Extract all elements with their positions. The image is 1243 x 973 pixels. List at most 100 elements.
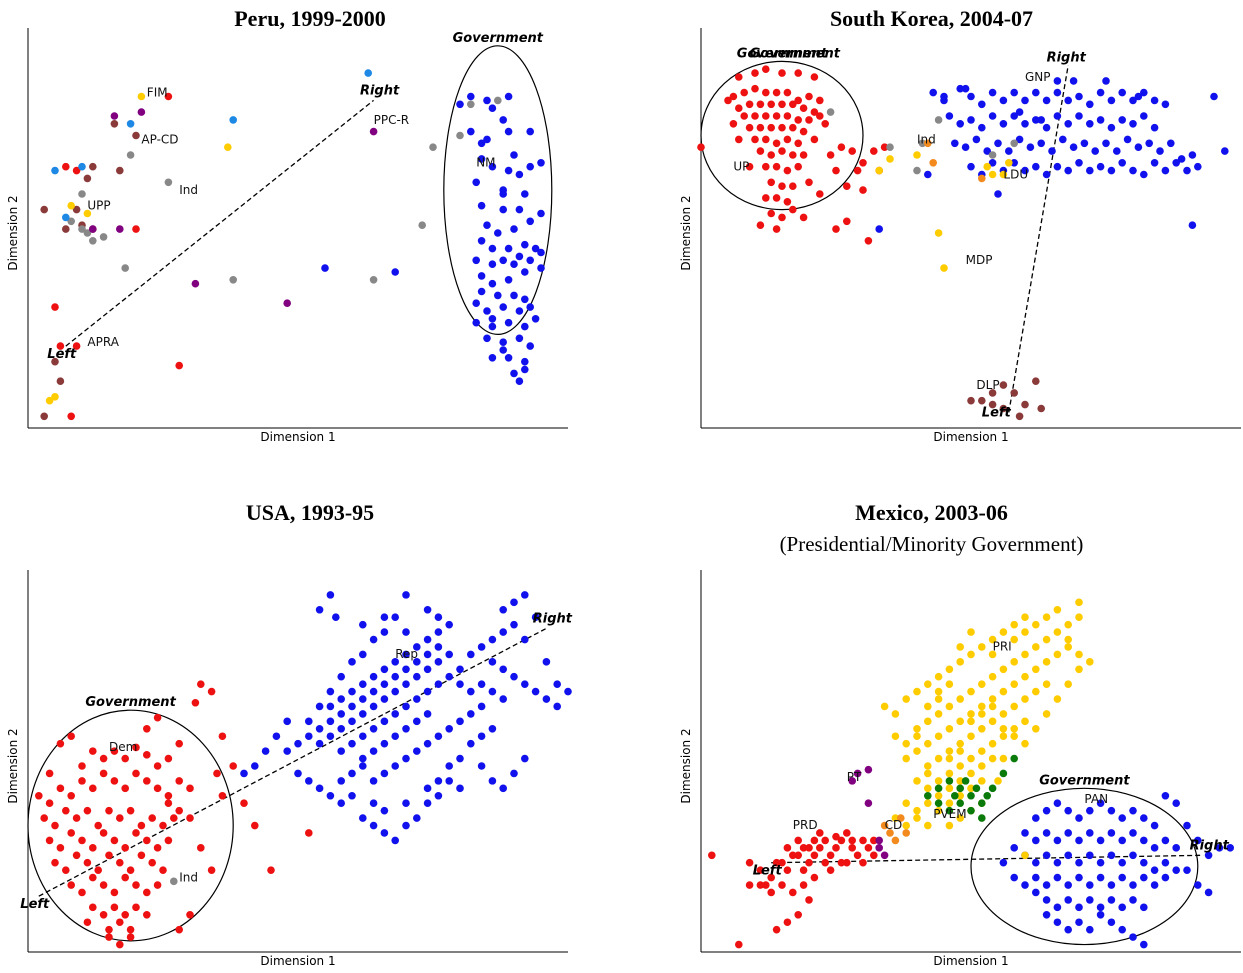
data-point bbox=[751, 84, 759, 93]
data-point bbox=[116, 225, 124, 233]
data-point bbox=[735, 940, 743, 949]
data-point bbox=[337, 747, 346, 755]
data-point bbox=[924, 769, 932, 778]
data-point bbox=[391, 710, 400, 718]
data-point bbox=[402, 821, 410, 830]
data-point bbox=[789, 205, 797, 214]
data-point bbox=[945, 680, 954, 688]
data-point bbox=[988, 151, 997, 159]
data-point bbox=[423, 687, 432, 696]
data-point bbox=[105, 806, 113, 815]
data-point bbox=[521, 680, 529, 688]
data-point bbox=[337, 695, 346, 703]
y-axis-label: Dimension 2 bbox=[6, 728, 20, 803]
data-point bbox=[531, 244, 540, 253]
data-point bbox=[810, 873, 819, 882]
data-point bbox=[913, 166, 921, 175]
data-point bbox=[951, 139, 959, 148]
data-point bbox=[826, 866, 835, 874]
data-point bbox=[875, 836, 883, 845]
data-point bbox=[934, 799, 943, 807]
data-point bbox=[164, 754, 173, 763]
data-point bbox=[1021, 650, 1029, 659]
data-point bbox=[83, 918, 92, 927]
data-point bbox=[805, 858, 813, 867]
data-point bbox=[153, 762, 162, 770]
data-point bbox=[521, 591, 529, 599]
data-point bbox=[359, 814, 367, 822]
data-point bbox=[483, 307, 491, 315]
data-point bbox=[999, 687, 1008, 696]
data-point bbox=[472, 318, 481, 327]
data-point bbox=[799, 104, 808, 112]
data-point bbox=[880, 851, 889, 860]
panel-title: USA, 1993-95 bbox=[245, 500, 375, 525]
data-point bbox=[762, 194, 770, 202]
data-point bbox=[929, 88, 937, 97]
data-point bbox=[1140, 170, 1148, 179]
data-point bbox=[875, 225, 883, 233]
party-label: PT bbox=[847, 770, 862, 784]
data-point bbox=[789, 182, 797, 190]
data-point bbox=[1107, 806, 1116, 815]
data-point bbox=[477, 643, 486, 651]
data-point bbox=[504, 244, 513, 253]
data-point bbox=[348, 687, 356, 696]
data-point bbox=[148, 858, 156, 867]
data-point bbox=[56, 784, 65, 793]
data-point bbox=[477, 237, 486, 245]
data-point bbox=[380, 665, 389, 674]
data-point bbox=[956, 747, 964, 755]
data-point bbox=[456, 100, 464, 109]
data-point bbox=[810, 851, 819, 860]
party-label: APRA bbox=[87, 335, 119, 349]
data-point bbox=[62, 213, 70, 222]
data-point bbox=[434, 791, 443, 800]
left-end-label: Left bbox=[753, 864, 783, 879]
data-point bbox=[983, 147, 991, 155]
data-point bbox=[1042, 881, 1051, 889]
data-point bbox=[816, 96, 824, 105]
data-point bbox=[391, 268, 400, 276]
data-point bbox=[515, 252, 524, 261]
data-point bbox=[956, 84, 964, 93]
data-point bbox=[945, 702, 954, 711]
data-point bbox=[229, 762, 237, 770]
data-point bbox=[499, 190, 508, 198]
data-point bbox=[988, 717, 997, 726]
data-point bbox=[1129, 166, 1137, 175]
data-point bbox=[488, 104, 497, 112]
data-point bbox=[1221, 147, 1229, 155]
data-point bbox=[515, 307, 524, 315]
data-point bbox=[1129, 933, 1137, 941]
data-point bbox=[810, 135, 819, 144]
data-point bbox=[1161, 791, 1170, 800]
data-point bbox=[1015, 108, 1024, 116]
data-point bbox=[961, 84, 970, 93]
data-point bbox=[526, 162, 534, 171]
data-point bbox=[1096, 903, 1105, 912]
data-point bbox=[143, 777, 151, 785]
data-point bbox=[488, 635, 497, 644]
data-point bbox=[191, 279, 200, 288]
data-point bbox=[369, 276, 378, 284]
data-point bbox=[504, 276, 513, 284]
data-point bbox=[1194, 881, 1202, 889]
data-point bbox=[402, 650, 410, 659]
data-point bbox=[510, 598, 518, 607]
data-point bbox=[423, 635, 432, 644]
data-point bbox=[1032, 814, 1040, 822]
data-point bbox=[1188, 151, 1197, 159]
data-point bbox=[229, 116, 237, 124]
data-point bbox=[978, 710, 986, 718]
data-point bbox=[153, 881, 162, 889]
data-point bbox=[1021, 739, 1029, 748]
data-point bbox=[488, 162, 497, 171]
data-point bbox=[934, 806, 943, 815]
data-point bbox=[978, 777, 986, 785]
data-point bbox=[1075, 159, 1083, 167]
data-point bbox=[756, 866, 765, 874]
data-point bbox=[832, 225, 840, 233]
data-point bbox=[1042, 806, 1051, 815]
data-point bbox=[488, 279, 497, 288]
